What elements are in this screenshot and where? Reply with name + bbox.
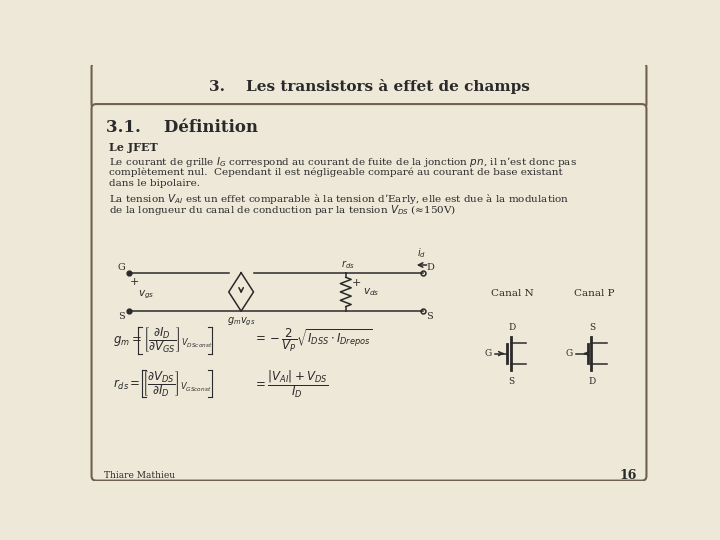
Text: S: S — [426, 312, 433, 321]
Text: Le JFET: Le JFET — [109, 141, 158, 153]
Text: $= -\dfrac{2}{V_P}\sqrt{I_{DSS} \cdot I_{Drepos}}$: $= -\dfrac{2}{V_P}\sqrt{I_{DSS} \cdot I_… — [253, 327, 372, 354]
Text: Canal P: Canal P — [574, 289, 614, 298]
Text: +: + — [352, 278, 361, 288]
Text: D: D — [426, 263, 434, 272]
Text: de la longueur du canal de conduction par la tension $V_{DS}$ (≈150V): de la longueur du canal de conduction pa… — [109, 202, 456, 217]
Text: S: S — [118, 312, 125, 321]
Text: $g_m = \left[\dfrac{\partial I_D}{\partial V_{GS}}\right]_{V_{DSconst}}$: $g_m = \left[\dfrac{\partial I_D}{\parti… — [113, 326, 213, 355]
Text: dans le bipolaire.: dans le bipolaire. — [109, 179, 200, 188]
Text: 3.    Les transistors à effet de champs: 3. Les transistors à effet de champs — [209, 79, 529, 94]
Text: $= \dfrac{|V_{AI}|+V_{DS}}{I_D}$: $= \dfrac{|V_{AI}|+V_{DS}}{I_D}$ — [253, 368, 328, 400]
Text: $v_{ds}$: $v_{ds}$ — [363, 286, 379, 298]
FancyBboxPatch shape — [91, 63, 647, 109]
Text: 3.1.    Définition: 3.1. Définition — [106, 119, 258, 137]
Text: S: S — [508, 377, 515, 386]
Text: G: G — [117, 263, 125, 272]
FancyBboxPatch shape — [91, 104, 647, 481]
Text: La tension $V_{AI}$ est un effet comparable à la tension d’Early, elle est due à: La tension $V_{AI}$ est un effet compara… — [109, 192, 570, 206]
Text: 16: 16 — [620, 469, 637, 482]
Text: G: G — [566, 349, 573, 358]
Text: complètement nul.  Cependant il est négligeable comparé au courant de base exist: complètement nul. Cependant il est négli… — [109, 168, 563, 177]
Text: D: D — [508, 323, 516, 332]
Text: $r_{ds} = \left[\dfrac{\partial V_{DS}}{\partial I_D}\right]_{V_{GSconst}}$: $r_{ds} = \left[\dfrac{\partial V_{DS}}{… — [113, 369, 212, 399]
Text: S: S — [589, 323, 595, 332]
Text: $r_{ds}$: $r_{ds}$ — [341, 258, 355, 271]
Text: +: + — [130, 278, 140, 287]
Text: D: D — [588, 377, 596, 386]
Text: G: G — [485, 349, 492, 358]
Text: $g_m v_{gs}$: $g_m v_{gs}$ — [227, 316, 256, 328]
Text: Le courant de grille $I_G$ correspond au courant de fuite de la jonction $pn$, i: Le courant de grille $I_G$ correspond au… — [109, 155, 577, 169]
Text: $i_d$: $i_d$ — [417, 246, 426, 260]
Text: $v_{gs}$: $v_{gs}$ — [138, 289, 154, 301]
Text: Thiare Mathieu: Thiare Mathieu — [104, 471, 175, 480]
Text: Canal N: Canal N — [491, 289, 534, 298]
